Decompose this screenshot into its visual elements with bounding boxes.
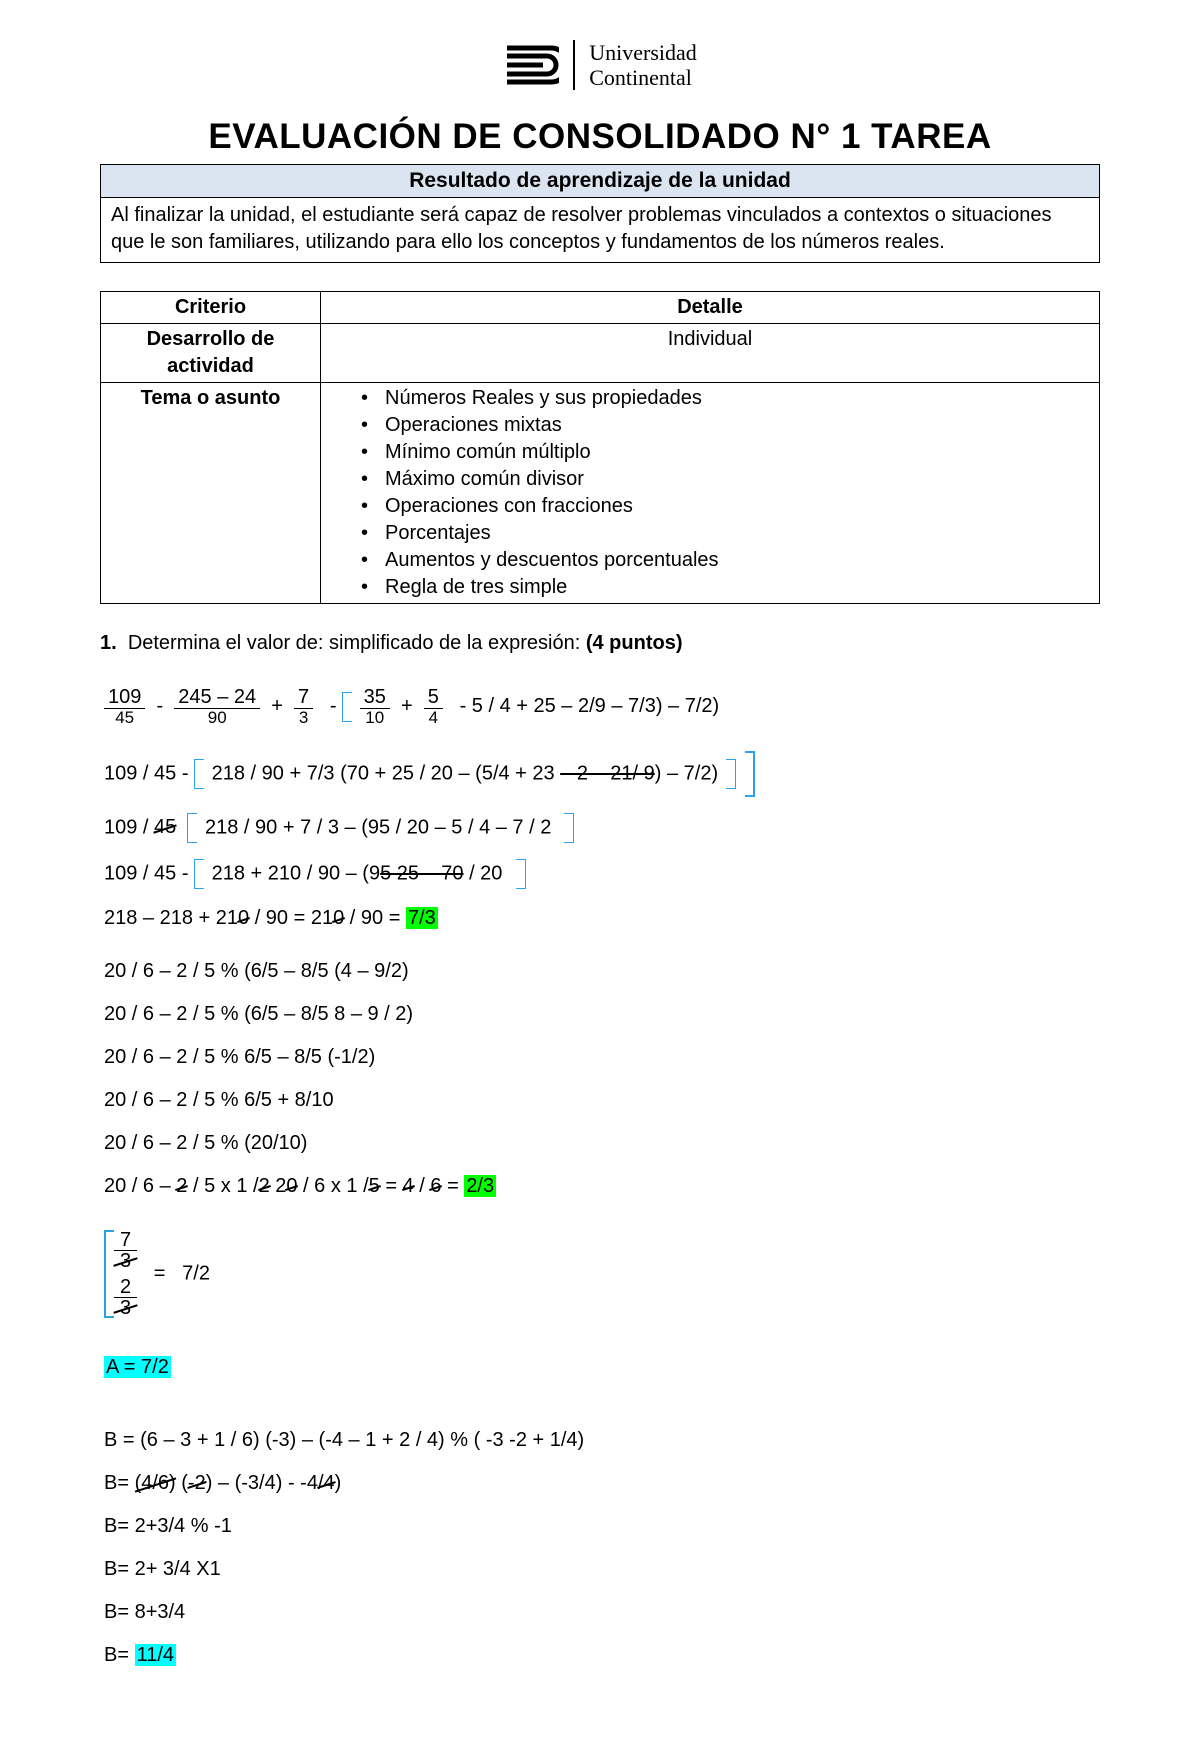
logo-line1: Universidad bbox=[589, 40, 697, 65]
question-text: Determina el valor de: simplificado de l… bbox=[128, 632, 580, 654]
table-row: Desarrollo de actividad Individual bbox=[101, 324, 1100, 383]
fraction: 245 – 2490 bbox=[174, 687, 260, 727]
bracket-icon bbox=[194, 759, 204, 789]
b-line: B= (4/6) (-2) – (-3/4) - -4/4) bbox=[104, 1470, 1100, 1497]
result-line: 20 / 6 – 2 / 5 x 1 /2 20 / 6 x 1 /5 = 4 … bbox=[104, 1173, 1100, 1200]
answer-highlight: A = 7/2 bbox=[104, 1356, 171, 1378]
fraction: 73 bbox=[294, 687, 313, 727]
complex-fraction: 73 23 = 7/2 bbox=[104, 1230, 1100, 1318]
fraction: 10945 bbox=[104, 687, 145, 727]
fraction: 54 bbox=[424, 687, 443, 727]
bracket-icon bbox=[194, 859, 204, 889]
row-desarrollo-label: Desarrollo de actividad bbox=[101, 324, 321, 383]
bracket-icon bbox=[516, 859, 526, 889]
step-line: 20 / 6 – 2 / 5 % (20/10) bbox=[104, 1130, 1100, 1157]
answer-b: B= 11/4 bbox=[104, 1642, 1100, 1669]
step-line: 109 / 45 - 218 + 210 / 90 – (95 25 – 70 … bbox=[104, 859, 1100, 889]
result-line: 218 – 218 + 210 / 90 = 210 / 90 = 7/3 bbox=[104, 905, 1100, 932]
step-line: 109 / 45 218 / 90 + 7 / 3 – (95 / 20 – 5… bbox=[104, 813, 1100, 843]
answer-a: A = 7/2 bbox=[104, 1354, 1100, 1381]
university-logo: Universidad Continental bbox=[100, 40, 1100, 91]
row-tema-label: Tema o asunto bbox=[101, 383, 321, 604]
b-line: B = (6 – 3 + 1 / 6) (-3) – (-4 – 1 + 2 /… bbox=[104, 1427, 1100, 1454]
work-area: 10945 - 245 – 2490 + 73 - 3510 + 54 - 5 … bbox=[104, 687, 1100, 1669]
list-item: Aumentos y descuentos porcentuales bbox=[361, 547, 1089, 574]
list-item: Operaciones con fracciones bbox=[361, 493, 1089, 520]
bracket-icon bbox=[342, 692, 352, 722]
expr-tail: - 5 / 4 + 25 – 2/9 – 7/3) – 7/2) bbox=[460, 695, 720, 717]
answer-highlight: 11/4 bbox=[135, 1644, 176, 1666]
logo-line2: Continental bbox=[589, 65, 697, 90]
step-line: 20 / 6 – 2 / 5 % (6/5 – 8/5 8 – 9 / 2) bbox=[104, 1001, 1100, 1028]
list-item: Operaciones mixtas bbox=[361, 412, 1089, 439]
logo-divider bbox=[573, 40, 575, 90]
criteria-table: Criterio Detalle Desarrollo de actividad… bbox=[100, 291, 1100, 604]
fraction: 3510 bbox=[360, 687, 390, 727]
step-line: 109 / 45 - 218 / 90 + 7/3 (70 + 25 / 20 … bbox=[104, 751, 1100, 797]
b-line: B= 2+3/4 % -1 bbox=[104, 1513, 1100, 1540]
list-item: Máximo común divisor bbox=[361, 466, 1089, 493]
topics-list: Números Reales y sus propiedades Operaci… bbox=[331, 385, 1089, 601]
header-detalle: Detalle bbox=[321, 292, 1100, 324]
b-line: B= 8+3/4 bbox=[104, 1599, 1100, 1626]
step-line: 20 / 6 – 2 / 5 % 6/5 – 8/5 (-1/2) bbox=[104, 1044, 1100, 1071]
subtitle-bar: Resultado de aprendizaje de la unidad bbox=[100, 164, 1100, 198]
list-item: Mínimo común múltiplo bbox=[361, 439, 1089, 466]
bracket-icon bbox=[726, 759, 736, 789]
b-line: B= 2+ 3/4 X1 bbox=[104, 1556, 1100, 1583]
table-row: Criterio Detalle bbox=[101, 292, 1100, 324]
expression-row: 10945 - 245 – 2490 + 73 - 3510 + 54 - 5 … bbox=[104, 687, 1100, 727]
brace-icon bbox=[745, 751, 755, 797]
bracket-icon bbox=[564, 813, 574, 843]
step-line: 20 / 6 – 2 / 5 % 6/5 + 8/10 bbox=[104, 1087, 1100, 1114]
row-desarrollo-value: Individual bbox=[321, 324, 1100, 383]
logo-mark-icon bbox=[503, 44, 559, 86]
step-line: 20 / 6 – 2 / 5 % (6/5 – 8/5 (4 – 9/2) bbox=[104, 958, 1100, 985]
logo-text: Universidad Continental bbox=[589, 40, 697, 91]
answer-highlight: 2/3 bbox=[464, 1175, 496, 1197]
page-title: EVALUACIÓN DE CONSOLIDADO N° 1 TAREA bbox=[100, 113, 1100, 160]
list-item: Regla de tres simple bbox=[361, 574, 1089, 601]
question-1: 1. Determina el valor de: simplificado d… bbox=[100, 630, 1100, 657]
header-criterio: Criterio bbox=[101, 292, 321, 324]
row-tema-value: Números Reales y sus propiedades Operaci… bbox=[321, 383, 1100, 604]
answer-highlight: 7/3 bbox=[406, 907, 438, 929]
learning-outcome: Al finalizar la unidad, el estudiante se… bbox=[100, 198, 1100, 263]
bracket-icon bbox=[187, 813, 197, 843]
list-item: Números Reales y sus propiedades bbox=[361, 385, 1089, 412]
question-points: (4 puntos) bbox=[586, 632, 683, 654]
question-num: 1. bbox=[100, 632, 117, 654]
list-item: Porcentajes bbox=[361, 520, 1089, 547]
table-row: Tema o asunto Números Reales y sus propi… bbox=[101, 383, 1100, 604]
